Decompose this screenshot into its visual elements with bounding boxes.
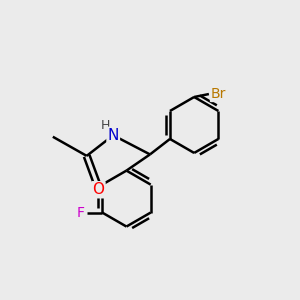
Text: O: O	[92, 182, 104, 197]
Text: N: N	[107, 128, 119, 143]
Text: H: H	[100, 119, 110, 132]
Text: Br: Br	[211, 87, 226, 101]
Text: F: F	[76, 206, 84, 220]
